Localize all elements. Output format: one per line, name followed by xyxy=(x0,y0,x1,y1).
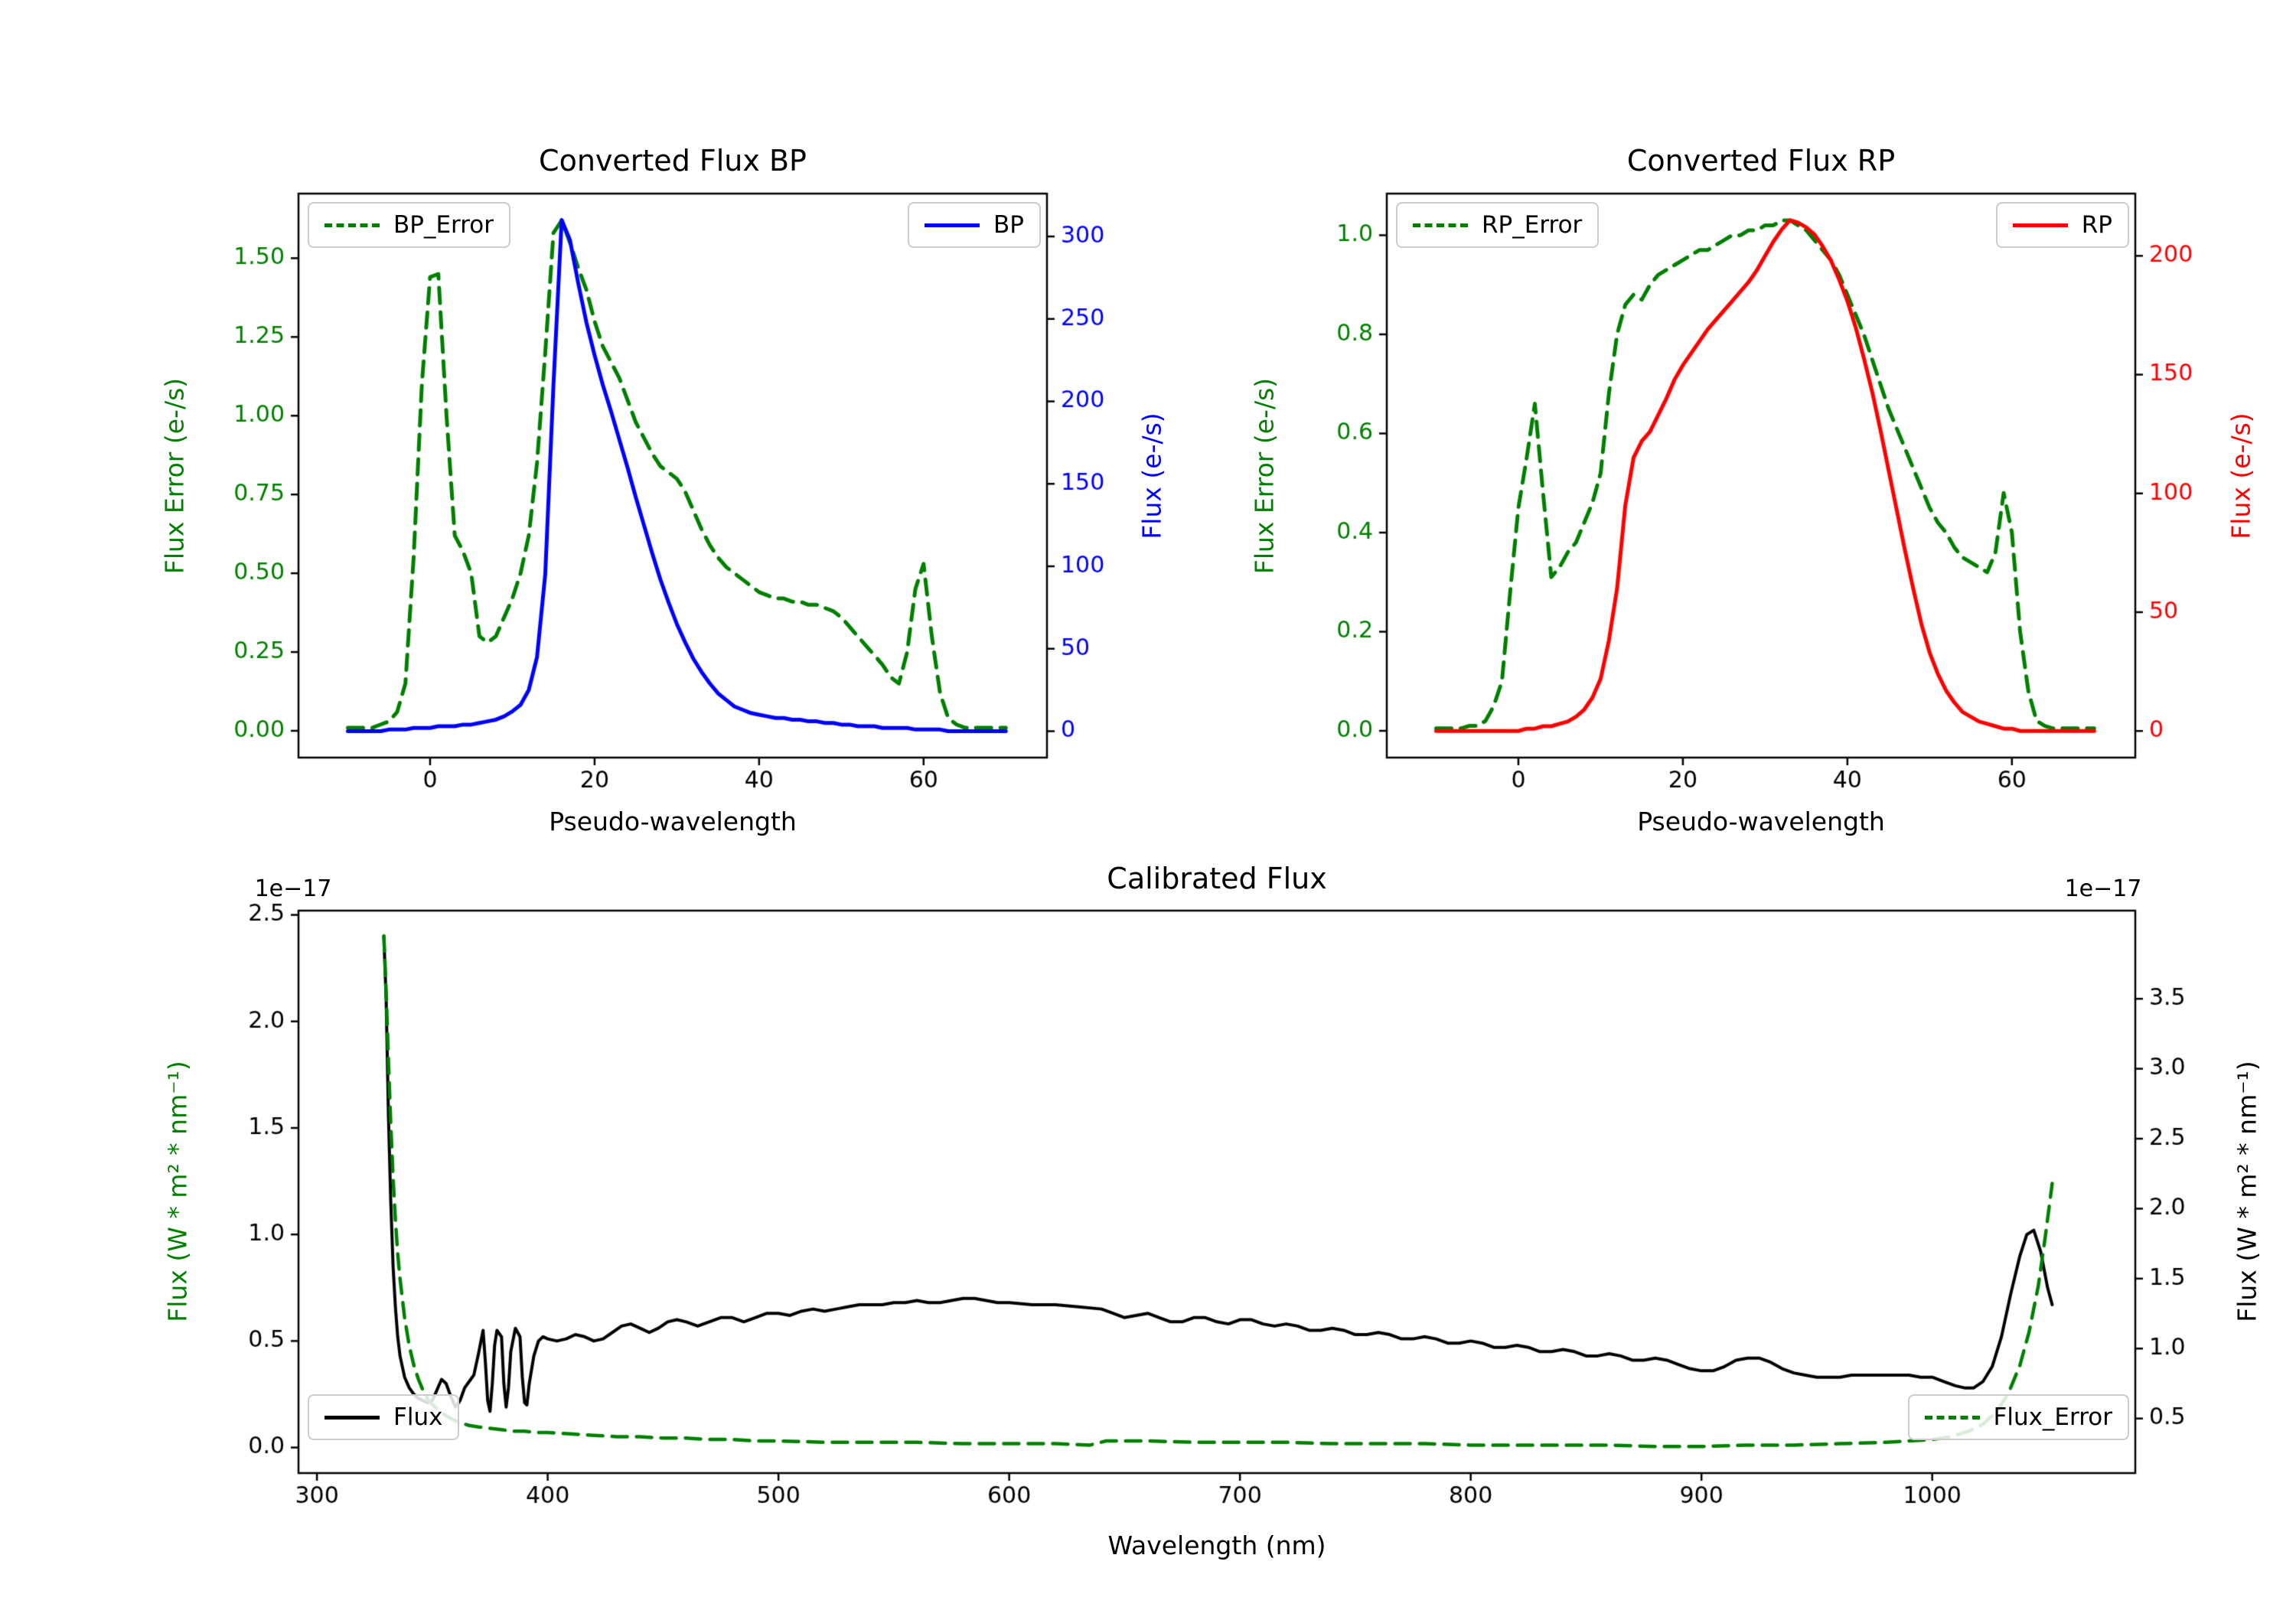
bp-left-yaxis-label: Flux Error (e-/s) xyxy=(159,377,190,575)
flux-legend-label: Flux xyxy=(393,1403,443,1431)
bp-error-legend-label: BP_Error xyxy=(393,211,494,239)
legend-rp: RP xyxy=(1995,202,2129,248)
bp-plot-title: Converted Flux BP xyxy=(539,144,807,178)
bp-legend-label: BP xyxy=(993,211,1024,239)
legend-rp-error: RP_Error xyxy=(1396,202,1600,248)
rp-legend-label: RP xyxy=(2081,211,2112,239)
rp-error-legend-label: RP_Error xyxy=(1482,211,1583,239)
legend-bp-error: BP_Error xyxy=(308,202,511,248)
rp-plot-title: Converted Flux RP xyxy=(1626,144,1896,178)
right-axis-offset-text: 1e−17 xyxy=(2064,875,2142,902)
bp-xaxis-label: Pseudo-wavelength xyxy=(549,807,797,836)
bp-error-legend-sample-line xyxy=(325,223,380,227)
rp-xaxis-label: Pseudo-wavelength xyxy=(1637,807,1885,836)
legend-flux-error: Flux_Error xyxy=(1907,1394,2129,1440)
calibrated-left-yaxis-label: Flux (W * m² * nm⁻¹) xyxy=(162,1061,193,1322)
flux-error-legend-label: Flux_Error xyxy=(1993,1403,2113,1431)
rp-error-legend-sample-line xyxy=(1413,223,1468,227)
rp-legend-sample-line xyxy=(2012,223,2068,227)
left-axis-offset-text: 1e−17 xyxy=(254,875,332,902)
legend-bp: BP xyxy=(908,202,1041,248)
legend-flux: Flux xyxy=(308,1394,460,1440)
bp-right-yaxis-label: Flux (e-/s) xyxy=(1137,412,1167,539)
calibrated-plot-title: Calibrated Flux xyxy=(1107,862,1327,895)
calibrated-xaxis-label: Wavelength (nm) xyxy=(1107,1530,1326,1560)
flux-error-legend-sample-line xyxy=(1924,1415,1980,1420)
bp-legend-sample-line xyxy=(925,223,980,227)
flux-legend-sample-line xyxy=(325,1415,380,1420)
rp-left-yaxis-label: Flux Error (e-/s) xyxy=(1249,377,1280,575)
calibrated-right-yaxis-label: Flux (W * m² * nm⁻¹) xyxy=(2232,1061,2262,1322)
rp-right-yaxis-label: Flux (e-/s) xyxy=(2226,412,2256,539)
